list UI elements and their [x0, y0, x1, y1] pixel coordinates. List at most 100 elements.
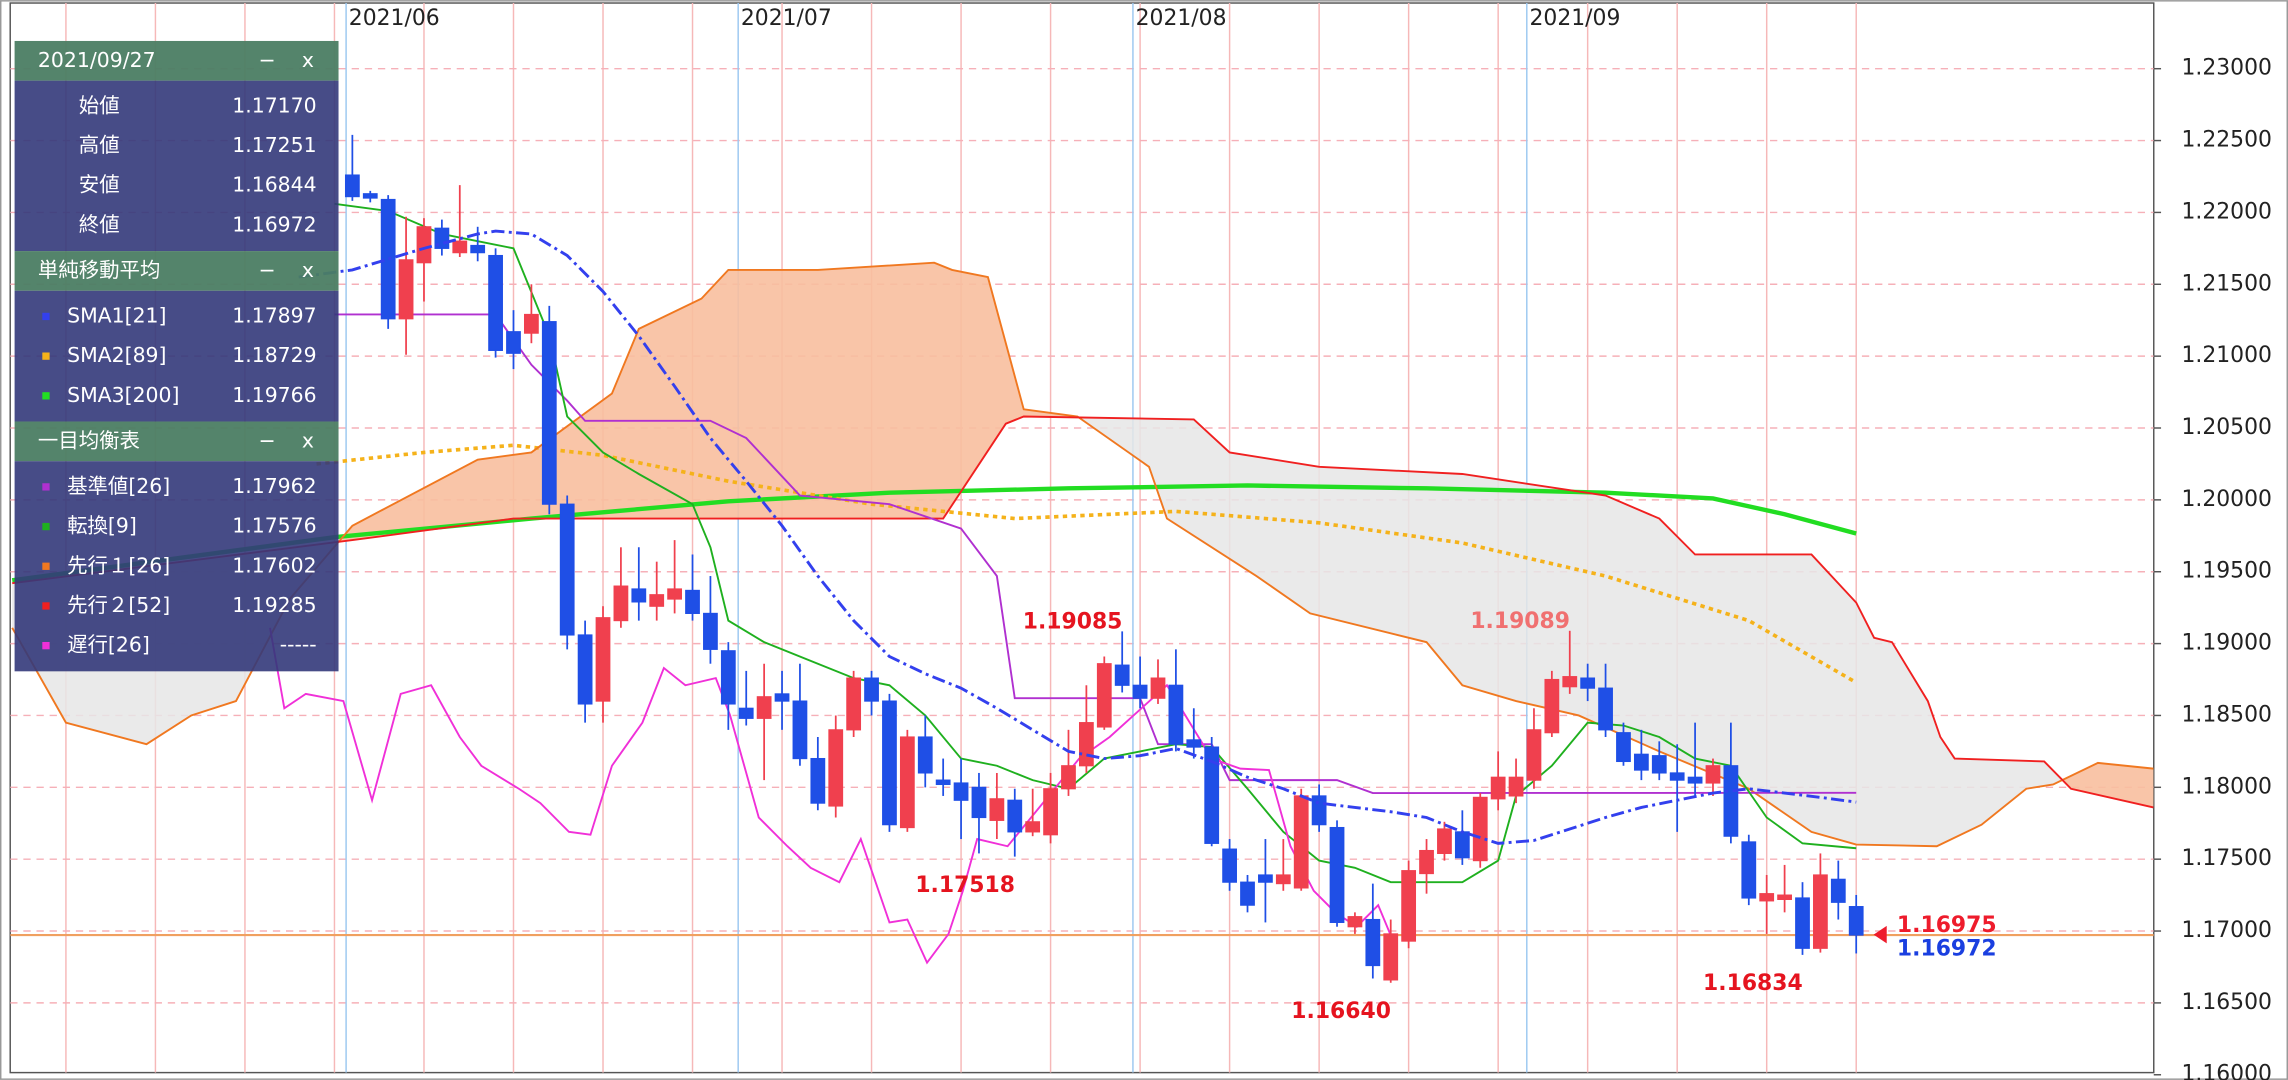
candle-body — [1848, 906, 1864, 936]
candle-body — [899, 736, 915, 829]
y-tick-label: 1.17500 — [2181, 846, 2271, 871]
candle-body — [380, 198, 396, 320]
candle-body — [756, 696, 772, 719]
candle-body — [1293, 795, 1309, 889]
x-tick-label: 2021/06 — [349, 6, 440, 31]
legend-swatch — [42, 562, 50, 570]
close-button[interactable]: x — [302, 258, 314, 282]
legend-name: 先行２[52] — [67, 593, 170, 617]
candle-body — [971, 786, 987, 819]
panel-body — [14, 80, 339, 252]
indicator-line — [298, 229, 1857, 845]
close-button[interactable]: x — [302, 48, 314, 72]
candle-body — [882, 700, 897, 826]
ohlc-label: 始値 — [79, 93, 120, 117]
candle-body — [667, 588, 683, 600]
y-tick-label: 1.21000 — [2181, 343, 2271, 368]
panel-title: 2021/09/27 — [38, 48, 156, 72]
legend-swatch — [42, 522, 50, 531]
candle-body — [1043, 788, 1058, 836]
candle-body — [1490, 776, 1506, 800]
y-tick-label: 1.20000 — [2181, 487, 2271, 512]
legend-swatch — [42, 641, 50, 650]
y-tick-label: 1.23000 — [2181, 56, 2271, 81]
candle-body — [1705, 765, 1721, 784]
candle-body — [1544, 678, 1560, 734]
candle-body — [720, 650, 736, 705]
close-button[interactable]: x — [302, 428, 314, 452]
minimize-button[interactable]: − — [258, 258, 275, 282]
candle-body — [935, 779, 951, 786]
y-tick-label: 1.20500 — [2181, 415, 2271, 440]
panel-body — [14, 290, 339, 422]
minimize-button[interactable]: − — [258, 428, 275, 452]
x-tick-label: 2021/09 — [1530, 6, 1621, 31]
candle-body — [1150, 677, 1166, 699]
candle-body — [1813, 874, 1828, 949]
ohlc-label: 終値 — [79, 212, 120, 236]
legend-panel: 2021/09/27 − x 始値 1.17170 高値 1.17251 安値 1.16844 終… — [14, 40, 339, 672]
candle-body — [1311, 795, 1327, 826]
y-tick-label: 1.22500 — [2181, 128, 2271, 153]
legend-value: 1.19285 — [232, 593, 316, 617]
minimize-button[interactable]: − — [258, 48, 275, 72]
indicator-line — [12, 415, 2154, 809]
candle-body — [828, 729, 844, 807]
candle-body — [1830, 878, 1846, 903]
candle-body — [1651, 755, 1667, 774]
extreme-label: 1.16834 — [1703, 971, 1803, 996]
candle-body — [1633, 753, 1649, 771]
ohlc-value: 1.16844 — [232, 173, 316, 197]
legend-swatch — [42, 392, 50, 400]
candle-body — [398, 259, 414, 320]
panel-header — [14, 251, 339, 291]
candle-body — [685, 589, 700, 614]
candle-body — [1168, 684, 1184, 745]
candle-body — [1759, 893, 1775, 902]
candle-body — [810, 757, 826, 804]
candle-body — [1132, 684, 1148, 699]
candle-body — [595, 617, 611, 702]
y-tick-label: 1.19000 — [2181, 631, 2271, 656]
indicator-line — [334, 313, 1857, 795]
candle-body — [1114, 664, 1130, 686]
y-tick-label: 1.18000 — [2181, 774, 2271, 799]
legend-value: 1.17897 — [232, 303, 316, 327]
candle-body — [1598, 687, 1613, 731]
legend-value: 1.19766 — [232, 383, 316, 407]
legend-name: SMA2[89] — [67, 343, 166, 367]
candle-body — [362, 193, 378, 199]
candle-body — [649, 594, 665, 607]
plot: 1.19085 1.17518 1.16640 1.19089 1.16834 — [10, 3, 2154, 1073]
candle-body — [1347, 916, 1363, 928]
panel-body — [14, 461, 339, 672]
candle-body — [631, 588, 647, 603]
ohlc-value: 1.16972 — [232, 212, 316, 236]
candle-body — [1723, 765, 1739, 837]
ichimoku-cloud — [338, 262, 1078, 543]
candle-body — [416, 226, 432, 264]
candle-body — [1580, 677, 1596, 689]
candle-body — [1383, 933, 1399, 981]
candle-body — [1365, 918, 1381, 967]
candle-body — [1007, 799, 1023, 833]
panel-title: 単純移動平均 — [38, 258, 160, 282]
candle-body — [344, 174, 360, 198]
candle-body — [703, 612, 718, 650]
candle-body — [792, 700, 808, 760]
candle-body — [506, 331, 521, 354]
panel-header — [14, 40, 339, 81]
candle-body — [1437, 828, 1452, 855]
candle-body — [1687, 776, 1703, 784]
legend-name: 先行１[26] — [67, 553, 170, 577]
candle-body — [1795, 897, 1810, 949]
price-marker — [1873, 925, 1887, 944]
candle-body — [1275, 874, 1291, 885]
legend-name: 転換[9] — [67, 514, 137, 538]
candle-body — [541, 321, 557, 505]
candle-body — [1562, 676, 1578, 688]
y-tick-label: 1.17000 — [2181, 918, 2271, 943]
legend-value: 1.18729 — [232, 343, 316, 367]
legend-swatch — [42, 352, 50, 360]
candle-body — [1419, 849, 1434, 875]
